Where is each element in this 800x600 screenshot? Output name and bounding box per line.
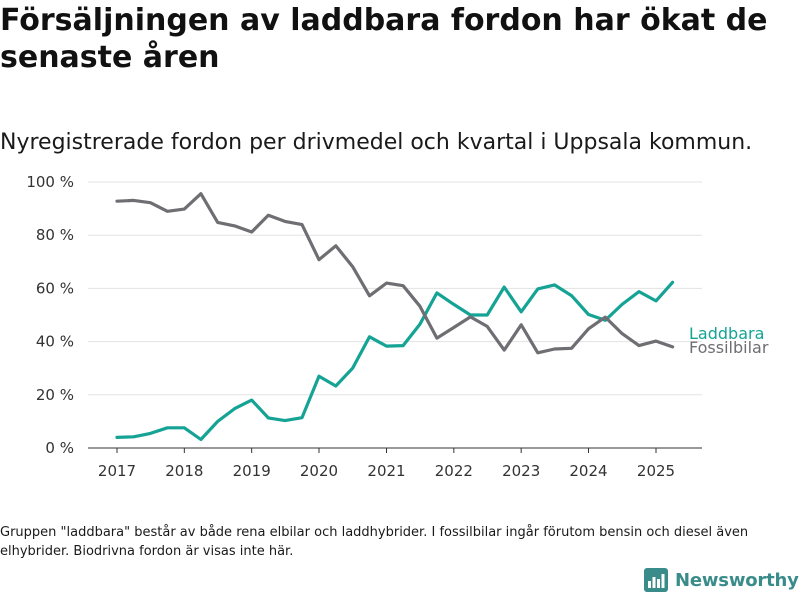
brand-name: Newsworthy: [675, 569, 799, 591]
x-tick-label: 2020: [300, 462, 338, 480]
x-tick-label: 2017: [98, 462, 136, 480]
chart-title: Försäljningen av laddbara fordon har öka…: [0, 3, 768, 75]
series-line-laddbara: [115, 280, 675, 442]
brand-logo[interactable]: Newsworthy: [644, 568, 799, 592]
x-tick-label: 2024: [569, 462, 607, 480]
y-tick-label: 20 %: [36, 386, 74, 404]
x-tick-label: 2018: [165, 462, 203, 480]
series-label-fossilbilar: Fossilbilar: [689, 338, 769, 357]
x-tick-label: 2022: [435, 462, 473, 480]
x-tick-label: 2025: [637, 462, 675, 480]
y-tick-label: 0 %: [45, 439, 74, 457]
series-line-fossilbilar: [115, 192, 675, 355]
y-tick-label: 80 %: [36, 226, 74, 244]
y-tick-label: 40 %: [36, 333, 74, 351]
x-tick-label: 2021: [367, 462, 405, 480]
chart-subtitle: Nyregistrerade fordon per drivmedel och …: [0, 130, 753, 155]
series-label-laddbara: Laddbara: [689, 324, 764, 343]
footnote: Gruppen "laddbara" består av både rena e…: [0, 525, 749, 559]
bar-chart-icon: [644, 568, 668, 592]
x-tick-label: 2019: [233, 462, 271, 480]
y-tick-label: 100 %: [26, 173, 74, 191]
x-tick-label: 2023: [502, 462, 540, 480]
y-tick-label: 60 %: [36, 279, 74, 297]
